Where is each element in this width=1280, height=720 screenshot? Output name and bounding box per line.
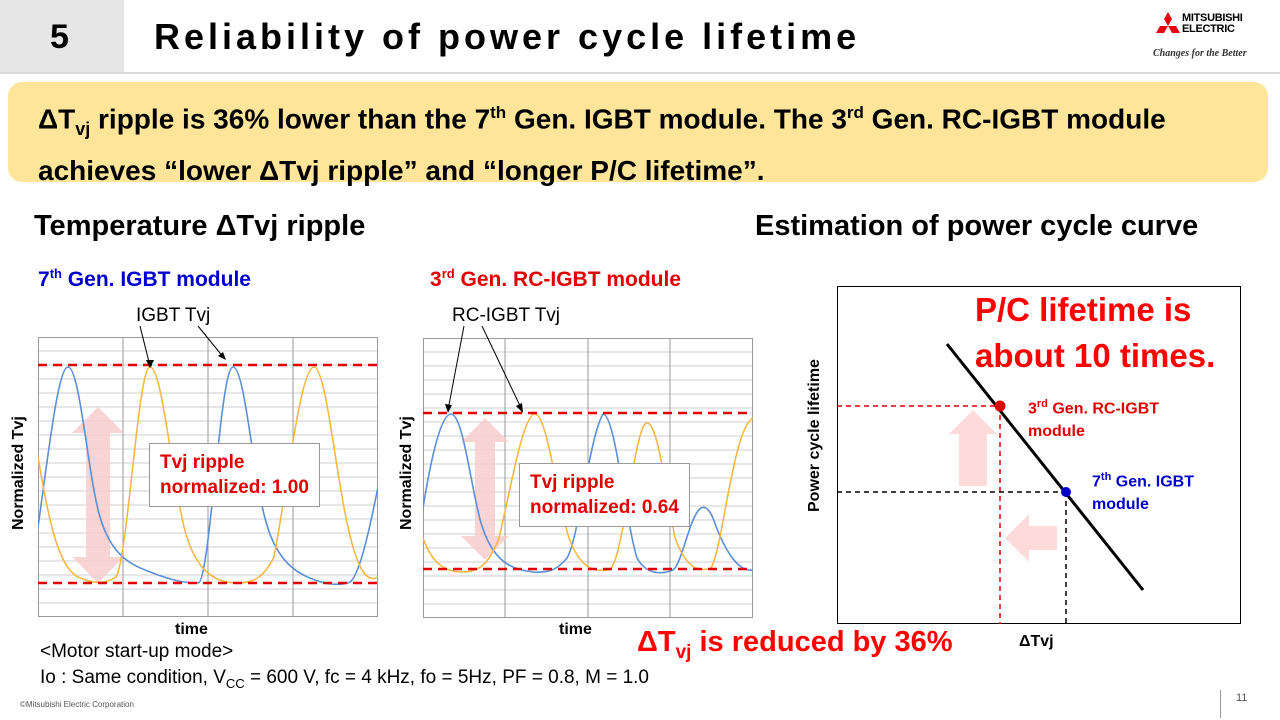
chart1-curve-label: IGBT Tvj — [136, 305, 211, 326]
summary-text: ΔTvj ripple is 36% lower than the 7th Ge… — [38, 103, 1166, 186]
chart1-callout-arrows — [139, 325, 226, 368]
copyright: ©Mitsubishi Electric Corporation — [20, 700, 134, 709]
page-number-divider — [1220, 690, 1221, 718]
chart2-callout-arrows — [445, 325, 523, 413]
reduction-statement: ΔTvj is reduced by 36% — [637, 626, 953, 663]
chart2-ripple-box: Tvj ripple normalized: 0.64 — [519, 463, 690, 527]
igbt-point-label: 7th Gen. IGBT module — [1092, 471, 1194, 514]
chart1-ripple-box: Tvj ripple normalized: 1.00 — [149, 443, 320, 507]
section-number: 5 — [50, 18, 69, 56]
igbt-point — [1061, 487, 1071, 497]
tagline: Changes for the Better — [1153, 48, 1247, 59]
chart2-ylabel: Normalized Tvj — [398, 416, 415, 530]
power-cycle-xlabel: ΔTvj — [1019, 633, 1054, 650]
power-cycle-plot — [837, 286, 1241, 624]
chart2-plot — [423, 338, 753, 618]
mitsubishi-logo-icon — [1156, 12, 1180, 33]
rc-igbt-point-label: 3rd Gen. RC-IGBT module — [1028, 398, 1160, 441]
lifetime-claim: P/C lifetime is about 10 times. — [975, 291, 1216, 374]
chart2-xlabel: time — [559, 621, 592, 638]
condition-text: Io : Same condition, VCC = 600 V, fc = 4… — [40, 667, 649, 691]
right-heading: Estimation of power cycle curve — [755, 210, 1199, 242]
chart1-title: 7th Gen. IGBT module — [38, 266, 251, 291]
power-cycle-ylabel: Power cycle lifetime — [806, 359, 823, 512]
rc-igbt-point — [994, 400, 1006, 412]
page-title: Reliability of power cycle lifetime — [154, 16, 861, 57]
summary-banner — [8, 82, 1268, 182]
page-number: 11 — [1236, 692, 1248, 704]
left-arrow-icon — [1005, 514, 1057, 562]
chart2-title: 3rd Gen. RC-IGBT module — [430, 266, 682, 291]
mode-label: <Motor start-up mode> — [40, 641, 234, 662]
chart1-ylabel: Normalized Tvj — [10, 416, 27, 530]
left-heading: Temperature ΔTvj ripple — [34, 210, 366, 242]
chart2-curve-label: RC-IGBT Tvj — [452, 305, 561, 326]
chart1-xlabel: time — [175, 621, 208, 638]
up-arrow-icon — [949, 410, 997, 486]
section-number-box — [0, 0, 124, 72]
header-divider — [0, 72, 1280, 74]
logo-text: MITSUBISHI ELECTRIC — [1182, 12, 1243, 35]
